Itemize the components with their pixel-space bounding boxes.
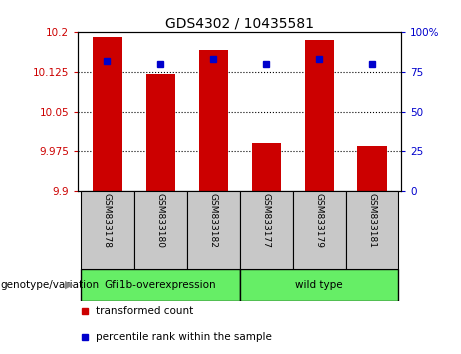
Bar bbox=[357, 146, 386, 191]
Text: percentile rank within the sample: percentile rank within the sample bbox=[96, 332, 272, 342]
Text: GSM833182: GSM833182 bbox=[209, 194, 218, 249]
Bar bbox=[252, 143, 281, 191]
Bar bbox=[305, 40, 334, 191]
Text: GSM833181: GSM833181 bbox=[367, 194, 377, 249]
Bar bbox=[81, 269, 240, 301]
Bar bbox=[93, 37, 122, 191]
Bar bbox=[146, 74, 175, 191]
Text: transformed count: transformed count bbox=[96, 306, 193, 316]
Bar bbox=[240, 191, 293, 269]
Text: GSM833179: GSM833179 bbox=[314, 194, 324, 249]
Bar bbox=[346, 191, 398, 269]
Text: GSM833180: GSM833180 bbox=[156, 194, 165, 249]
Bar bbox=[240, 269, 398, 301]
Text: genotype/variation: genotype/variation bbox=[0, 280, 99, 290]
Bar bbox=[81, 191, 134, 269]
Title: GDS4302 / 10435581: GDS4302 / 10435581 bbox=[165, 17, 314, 31]
Bar bbox=[293, 191, 346, 269]
Text: GSM833177: GSM833177 bbox=[262, 194, 271, 249]
Text: Gfi1b-overexpression: Gfi1b-overexpression bbox=[105, 280, 216, 290]
Bar bbox=[199, 50, 228, 191]
Bar bbox=[134, 191, 187, 269]
Text: wild type: wild type bbox=[295, 280, 343, 290]
Text: GSM833178: GSM833178 bbox=[103, 194, 112, 249]
Text: ▶: ▶ bbox=[65, 280, 74, 290]
Bar bbox=[187, 191, 240, 269]
